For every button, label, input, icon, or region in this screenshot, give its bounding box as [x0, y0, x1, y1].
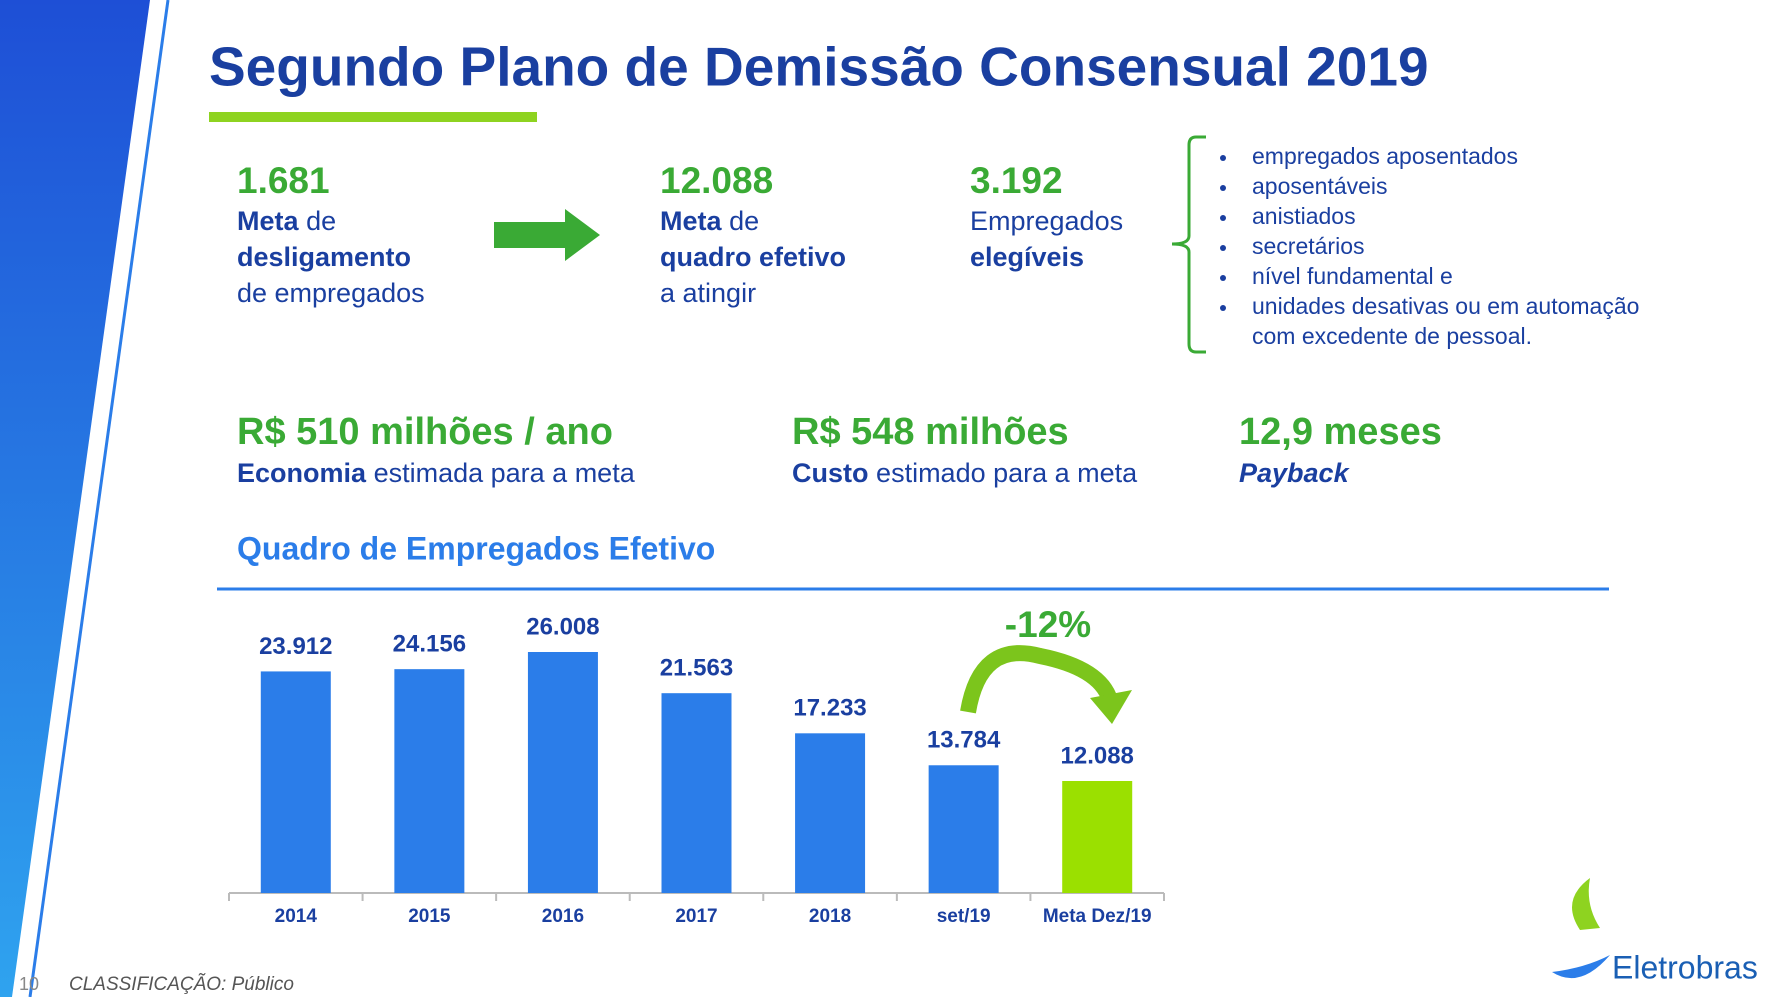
bullet-text: aposentáveis — [1252, 173, 1388, 199]
text-line: quadro efetivo — [660, 242, 846, 272]
text-line: elegíveis — [970, 242, 1084, 272]
text-segment: Economia — [237, 458, 367, 488]
text-line: Economia estimada para a meta — [237, 458, 636, 488]
title-underline — [209, 112, 537, 122]
text-segment: Meta — [660, 206, 722, 236]
value-label: 24.156 — [393, 631, 466, 658]
bullet-text: empregados aposentados — [1252, 143, 1518, 169]
bullet-dot — [1220, 245, 1226, 251]
summary-value: 12,9 meses — [1239, 411, 1442, 453]
classification: CLASSIFICAÇÃO: Público — [69, 973, 294, 995]
value-label: 12.088 — [1061, 742, 1134, 769]
bar — [928, 765, 999, 893]
text-segment: Empregados — [970, 206, 1123, 236]
x-tick-label: Meta Dez/19 — [1043, 906, 1152, 927]
bar — [527, 652, 598, 893]
x-tick-label: set/19 — [937, 906, 991, 927]
bar — [1062, 780, 1133, 893]
bullet-dot — [1220, 215, 1226, 221]
text-line: Meta de — [660, 206, 759, 236]
value-label: 23.912 — [259, 633, 332, 660]
x-tick-label: 2017 — [675, 906, 717, 927]
bullet-text: nível fundamental e — [1252, 263, 1453, 289]
text-segment: desligamento — [237, 242, 411, 272]
text-line: desligamento — [237, 242, 411, 272]
curved-arrow — [960, 645, 1118, 714]
value-label: 26.008 — [526, 613, 599, 640]
value-label: 21.563 — [660, 655, 733, 682]
kpi-number: 12.088 — [660, 160, 773, 201]
side-band — [0, 0, 150, 997]
kpi-number: 1.681 — [237, 160, 330, 201]
text-segment: a atingir — [660, 278, 756, 308]
bar — [394, 669, 465, 893]
summary-value: R$ 548 milhões — [792, 411, 1069, 453]
value-label: 17.233 — [793, 695, 866, 722]
bar — [260, 671, 331, 893]
page-number: 10 — [19, 974, 39, 994]
chart-title: Quadro de Empregados Efetivo — [237, 530, 715, 566]
text-line: Payback — [1239, 458, 1351, 488]
bullet-text: secretários — [1252, 233, 1364, 259]
text-line: Custo estimado para a meta — [792, 458, 1138, 488]
text-line: de empregados — [237, 278, 425, 308]
bullet-text: anistiados — [1252, 203, 1356, 229]
text-segment: Payback — [1239, 458, 1351, 488]
text-line: Empregados — [970, 206, 1123, 236]
side-line — [28, 0, 170, 997]
bullet-dot — [1220, 305, 1226, 311]
bracket — [1171, 135, 1206, 354]
kpi-number: 3.192 — [970, 160, 1063, 201]
text-line: Meta de — [237, 206, 336, 236]
x-tick-label: 2018 — [809, 906, 851, 927]
bar — [661, 693, 732, 893]
curved-arrow-head — [1090, 690, 1132, 724]
text-line: a atingir — [660, 278, 756, 308]
text-segment: estimado para a meta — [876, 458, 1138, 488]
text-segment: de — [729, 206, 759, 236]
bullet-text: com excedente de pessoal. — [1252, 323, 1532, 349]
value-label: 13.784 — [927, 727, 1001, 754]
bullet-dot — [1220, 155, 1226, 161]
bar — [795, 733, 866, 893]
arrow — [494, 209, 600, 261]
text-segment: de empregados — [237, 278, 425, 308]
x-tick-label: 2014 — [275, 906, 318, 927]
text-segment: de — [306, 206, 336, 236]
title: Segundo Plano de Demissão Consensual 201… — [209, 36, 1429, 98]
bullet-dot — [1220, 185, 1226, 191]
bullet-dot — [1220, 275, 1226, 281]
text-segment: quadro efetivo — [660, 242, 846, 272]
annotation: -12% — [1005, 604, 1091, 645]
bullet-text: unidades desativas ou em automação — [1252, 293, 1639, 319]
logo-text: Eletrobras — [1612, 949, 1758, 985]
logo-icon — [1552, 878, 1610, 979]
text-segment: elegíveis — [970, 242, 1084, 272]
x-tick-label: 2015 — [408, 906, 451, 927]
text-segment: Custo — [792, 458, 869, 488]
summary-value: R$ 510 milhões / ano — [237, 411, 613, 453]
x-tick-label: 2016 — [542, 906, 584, 927]
text-segment: estimada para a meta — [374, 458, 636, 488]
text-segment: Meta — [237, 206, 299, 236]
